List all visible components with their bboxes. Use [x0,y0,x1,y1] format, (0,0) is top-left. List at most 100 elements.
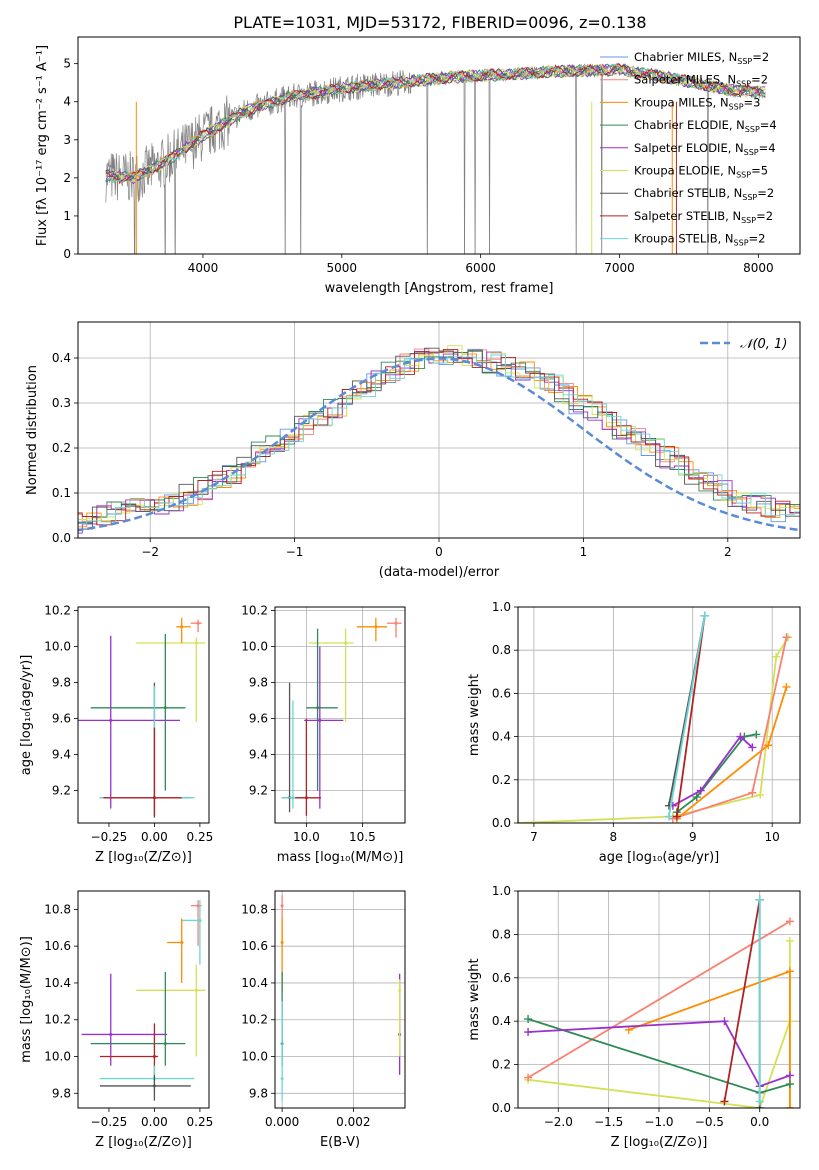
cumulative_age-xlabel: age [log₁₀(age/yr)] [599,850,720,865]
legend-label-2: Kroupa MILES, NSSP=3 [634,95,760,111]
cumulative_Z-ytick-label: 0.6 [492,971,511,985]
legend-label-4: Salpeter ELODIE, NSSP=4 [634,141,776,157]
cumulative_age-series-line-4 [672,735,753,807]
age_vs_Z-xtick-label: 0.25 [187,830,214,844]
cumulative_Z-xtick-label: −1.0 [644,1115,673,1129]
cumulative_age-series-marker [782,682,791,691]
age_vs_mass-point [316,706,320,710]
spectrum-axes [74,63,759,258]
cumulative_age-axes [514,606,800,827]
cumulative_age-xtick-label: 9 [689,830,697,844]
spectrum-frame [77,36,801,255]
mass_vs_ebv-ytick-label: 10.2 [241,1013,268,1027]
mass_vs_ebv-xtick-label: 0.000 [265,1115,299,1129]
age_vs_Z-axes [74,610,201,827]
cumulative_Z-series-line-4 [528,1020,791,1088]
age_vs_Z-xlabel: Z [log₁₀(Z/Z⊙)] [95,850,192,865]
age_vs_mass-ytick-label: 9.6 [249,712,268,726]
age_vs_Z-xtick-label: 0.00 [141,830,168,844]
cumulative_age-ylabel: mass weight [467,674,482,756]
cumulative_Z-series-marker [755,895,764,904]
cumulative_Z-series-line-5 [723,899,761,1102]
cumulative_age-series-marker [748,788,757,797]
cumulative_age-series-marker [664,812,673,821]
age_vs_mass-point [394,621,398,625]
mass_vs_Z-point [180,940,184,944]
spectrum-ytick-label: 3 [63,133,71,147]
cumulative_Z-series-marker [524,1028,533,1037]
cumulative_age-ytick-label: 0.2 [492,773,511,787]
residuals-xtick-label: −2 [141,545,159,559]
legend-label-7: Salpeter STELIB, NSSP=2 [634,209,773,225]
residuals-xlabel: (data-model)/error [379,565,500,580]
mass_vs_Z-ytick-label: 10.2 [44,1013,71,1027]
age_vs_Z-point [163,706,167,710]
residuals-ytick-label: 0.4 [52,351,71,365]
mass_vs_Z-ytick-label: 10.0 [44,1050,71,1064]
spectrum-ytick-label: 2 [63,171,71,185]
cumulative_age-ytick-label: 0.6 [492,686,511,700]
cumulative_Z-ytick-label: 0.4 [492,1014,511,1028]
spectrum-plot-area [105,62,766,254]
age_vs_mass-point [291,796,295,800]
mass_vs_Z-point [196,904,200,908]
histogram-3 [78,349,800,531]
age_vs_mass-point [374,625,378,629]
histogram-8 [78,354,800,525]
residuals-axes [74,322,800,542]
mass_vs_ebv-ytick-label: 10.0 [241,1050,268,1064]
cumulative_age-series-marker [772,652,781,661]
age_vs_Z-point [109,718,113,722]
residuals-xtick-label: 1 [580,545,588,559]
mass_vs_Z-point [194,988,198,992]
cumulative_age-series-marker [736,732,745,741]
cumulative_Z-frame [517,890,801,1109]
cumulative_Z-series-marker [755,1097,764,1106]
age_vs_Z-ytick-label: 9.8 [52,676,71,690]
cumulative_age-ytick-label: 0.8 [492,643,511,657]
mass_vs_Z-xlabel: Z [log₁₀(Z/Z⊙)] [95,1135,192,1150]
legend-label-1: Salpeter MILES, NSSP=2 [634,73,768,89]
mass_vs_Z-axes [74,908,201,1112]
cumulative_Z-ytick-label: 1.0 [492,884,511,898]
cumulative_Z-xtick-label: −1.5 [594,1115,623,1129]
cumulative_Z-ytick-label: 0.0 [492,1101,511,1115]
mass_vs_ebv-point [280,904,284,908]
age_vs_Z-ytick-label: 9.4 [52,748,71,762]
cumulative_Z-series-marker [785,967,794,976]
residuals-ylabel: Normed distribution [25,365,40,495]
spectrum-legend: Chabrier MILES, NSSP=2 Salpeter MILES, NS… [600,50,777,248]
cumulative_Z-plot-area [524,895,794,1108]
mass_vs_ebv-ytick-label: 10.8 [241,902,268,916]
mass_vs_Z-point [109,1032,113,1036]
spectrum-ytick-label: 1 [63,209,71,223]
cumulative_Z-series-marker [785,1071,794,1080]
age_vs_Z-ylabel: age [log₁₀(age/yr)] [19,655,34,776]
cumulative_Z-series-marker [785,1104,794,1108]
age_vs_Z-plot-area [78,617,206,818]
age_vs_mass-ytick-label: 9.8 [249,676,268,690]
age_vs_Z-ytick-label: 9.2 [52,784,71,798]
cumulative_Z-series-marker [720,1017,729,1026]
spectrum-model-line-6 [105,63,766,182]
spectrum-ytick-label: 4 [63,95,71,109]
residuals-frame [77,321,801,539]
cumulative_age-series-line-6 [676,615,706,817]
mass_vs_Z-ytick-label: 10.6 [44,939,71,953]
mass_vs_Z-point [152,1055,156,1059]
mass_vs_Z-xtick-label: −0.25 [91,1115,128,1129]
spectrum-xtick-label: 8000 [743,261,774,275]
cumulative_Z-ytick-label: 0.8 [492,927,511,941]
legend-label-6: Chabrier STELIB, NSSP=2 [634,186,774,202]
cumulative_age-xtick-label: 7 [530,830,538,844]
cumulative_Z-xtick-label: −2.0 [544,1115,573,1129]
age_vs_mass-ytick-label: 10.0 [241,640,268,654]
residuals-ytick-label: 0.0 [52,531,71,545]
residuals-ytick-label: 0.2 [52,441,71,455]
cumulative_Z-ytick-label: 0.2 [492,1058,511,1072]
residuals-ytick-label: 0.1 [52,486,71,500]
mass_vs_Z-point [163,1042,167,1046]
age_vs_mass-xtick-label: 10.5 [349,830,376,844]
cumulative_age-series-marker [782,633,791,642]
